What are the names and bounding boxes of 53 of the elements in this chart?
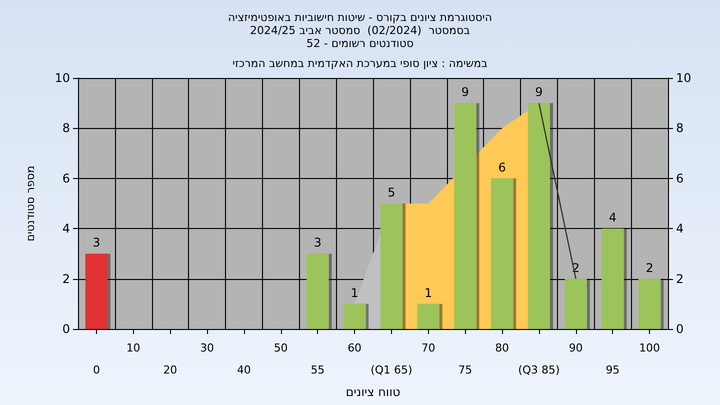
- y2-tick-label: 6: [676, 171, 684, 186]
- y2-tick-label: 0: [676, 322, 684, 336]
- y-tick-label: 4: [62, 222, 70, 236]
- data-label: 5: [388, 186, 396, 200]
- y2-tick-label: 2: [676, 272, 684, 286]
- x-tick-label: (Q1 65): [370, 364, 412, 376]
- y-tick-label: 2: [62, 272, 70, 286]
- bar: [454, 103, 476, 329]
- data-label: 6: [498, 160, 506, 174]
- y2-tick-label: 4: [676, 222, 684, 236]
- bar: [85, 254, 108, 329]
- x-tick-label: 95: [606, 364, 620, 376]
- y2-tick-label: 10: [676, 71, 692, 85]
- data-label: 9: [535, 85, 543, 100]
- data-label: 4: [608, 210, 617, 225]
- bar: [306, 254, 329, 329]
- data-label: 1: [424, 286, 432, 300]
- x-tick-label: 20: [163, 364, 178, 376]
- bar: [344, 304, 366, 329]
- x-tick-label: 80: [495, 342, 510, 354]
- y-tick-label: 10: [54, 71, 70, 85]
- data-label: 2: [646, 260, 654, 275]
- bar: [528, 103, 550, 329]
- chart-subtitle: בסמסטר (02/2024) סמסטר אביב 2024/25 סטודנטים רשומים - 52: [250, 24, 470, 50]
- chart-title: היסטוגרמת ציונים בקורס - שיטות חישוביות באופטימיזציה: [228, 11, 492, 24]
- bar: [491, 178, 514, 329]
- bar: [602, 228, 624, 329]
- y-tick-label: 0: [62, 322, 70, 336]
- x-tick-label: 55: [310, 364, 325, 376]
- y-axis-title: מספר סטודנטים: [24, 166, 37, 242]
- x-tick-label: 70: [421, 342, 436, 354]
- data-label: 1: [350, 286, 358, 300]
- x-tick-label: 0: [92, 364, 100, 376]
- x-tick-label: 75: [458, 364, 472, 376]
- x-tick-label: (Q3 85): [518, 364, 560, 376]
- x-tick-label: 30: [200, 342, 214, 354]
- text: במשימה : ציון סופי במערכת האקדמית במחשב המרכזי: [232, 57, 488, 70]
- x-tick-label: 50: [274, 342, 288, 354]
- x-tick-label: 100: [639, 342, 660, 354]
- x-tick-label: 40: [236, 364, 251, 376]
- data-label: 9: [461, 85, 470, 100]
- x-tick-label: 60: [348, 342, 362, 354]
- x-axis-title: טווח ציונים: [346, 384, 400, 399]
- y-tick-label: 8: [62, 121, 70, 136]
- x-tick-label: 90: [568, 342, 583, 354]
- y-tick-label: 6: [62, 171, 70, 186]
- x-tick-label: 10: [126, 342, 140, 354]
- bar: [564, 278, 587, 329]
- y2-tick-label: 8: [676, 121, 684, 136]
- data-label: 3: [314, 236, 322, 250]
- bar: [417, 304, 440, 329]
- data-label: 3: [92, 236, 100, 250]
- bar: [638, 278, 661, 329]
